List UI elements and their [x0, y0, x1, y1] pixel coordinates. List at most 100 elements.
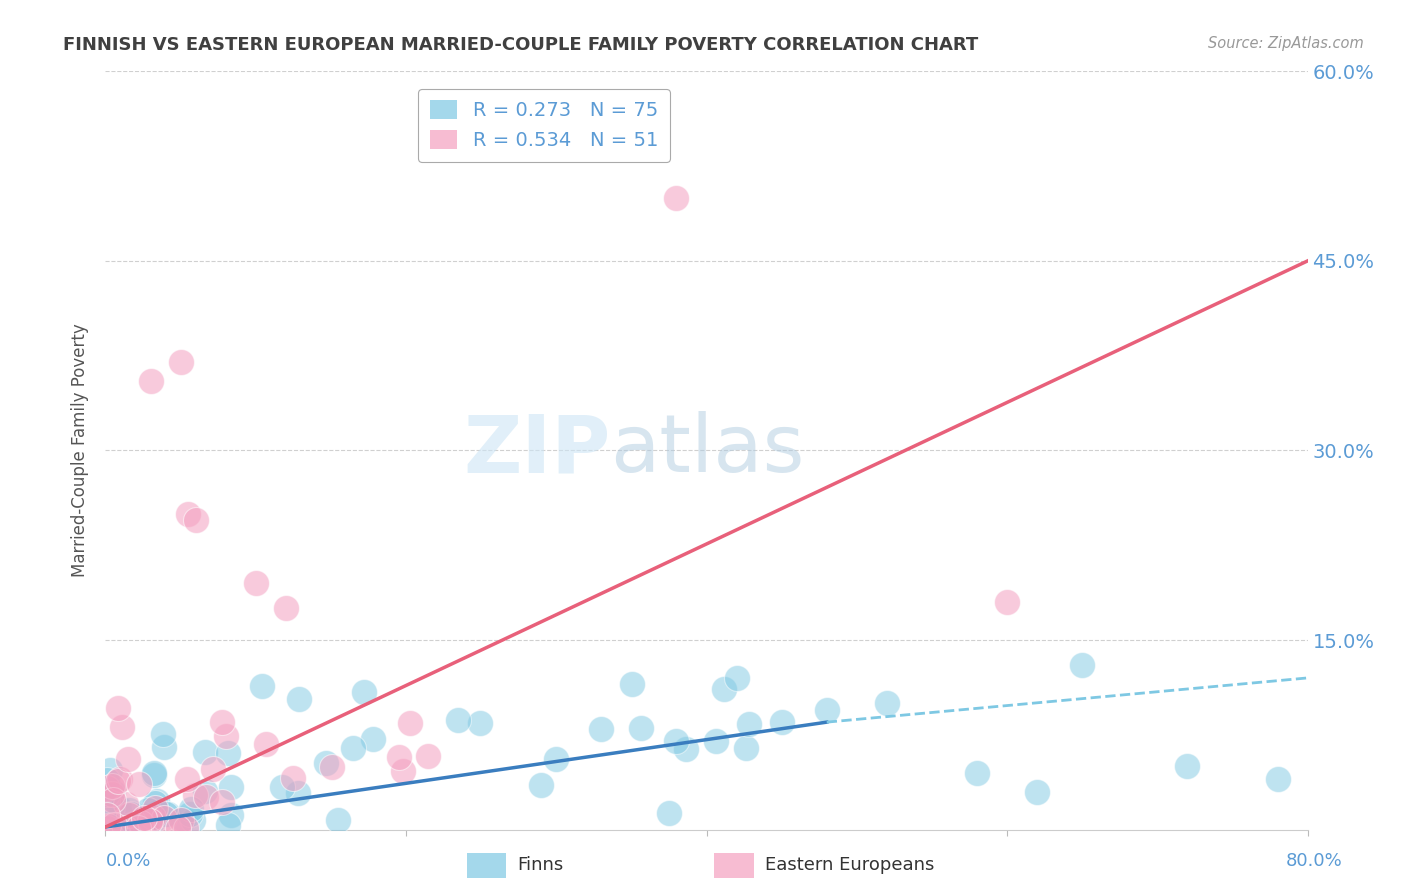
Point: [219, 780, 242, 794]
Point: [738, 717, 761, 731]
Point: [98, 763, 121, 777]
Point: [108, 772, 131, 786]
Point: [96, 808, 118, 822]
Point: [201, 762, 224, 776]
Point: [735, 741, 758, 756]
Point: [134, 818, 156, 832]
Point: [155, 807, 177, 822]
Point: [876, 696, 898, 710]
Text: FINNISH VS EASTERN EUROPEAN MARRIED-COUPLE FAMILY POVERTY CORRELATION CHART: FINNISH VS EASTERN EUROPEAN MARRIED-COUP…: [63, 36, 979, 54]
Point: [217, 818, 239, 832]
Point: [591, 722, 613, 736]
Text: Eastern Europeans: Eastern Europeans: [765, 856, 934, 874]
Point: [114, 797, 136, 812]
Point: [96, 794, 118, 808]
Point: [274, 601, 297, 615]
Point: [128, 815, 150, 830]
Point: [110, 818, 132, 832]
Point: [1177, 759, 1199, 773]
Point: [217, 746, 239, 760]
Point: [468, 716, 491, 731]
Point: [103, 820, 125, 834]
Point: [194, 784, 217, 798]
Point: [195, 790, 218, 805]
Bar: [714, 853, 754, 878]
Point: [621, 677, 644, 691]
Point: [177, 507, 200, 521]
Legend: R = 0.273   N = 75, R = 0.534   N = 51: R = 0.273 N = 75, R = 0.534 N = 51: [419, 88, 671, 161]
Point: [143, 796, 166, 810]
Point: [194, 745, 217, 759]
Point: [97, 819, 120, 833]
Point: [1071, 658, 1094, 673]
Point: [135, 819, 157, 833]
Point: [211, 715, 233, 730]
Y-axis label: Married-Couple Family Poverty: Married-Couple Family Poverty: [72, 324, 90, 577]
Point: [447, 713, 470, 727]
Point: [118, 807, 141, 822]
Point: [1267, 772, 1289, 786]
Point: [184, 513, 207, 527]
Point: [146, 805, 169, 820]
Point: [815, 702, 838, 716]
Point: [107, 773, 129, 788]
Point: [128, 776, 150, 790]
Point: [675, 741, 697, 756]
Point: [1026, 785, 1049, 799]
Point: [180, 802, 202, 816]
Text: Finns: Finns: [517, 856, 564, 874]
Point: [995, 595, 1018, 609]
Point: [254, 737, 277, 751]
Point: [271, 780, 294, 794]
Point: [107, 700, 129, 714]
Point: [418, 748, 440, 763]
Point: [321, 760, 343, 774]
Text: Source: ZipAtlas.com: Source: ZipAtlas.com: [1208, 36, 1364, 51]
Text: 80.0%: 80.0%: [1286, 852, 1343, 870]
Point: [152, 727, 174, 741]
Point: [179, 807, 201, 822]
Point: [342, 741, 364, 756]
Point: [399, 716, 422, 731]
Text: 0.0%: 0.0%: [105, 852, 150, 870]
Point: [142, 814, 165, 828]
Point: [146, 794, 169, 808]
Point: [176, 772, 198, 786]
Point: [117, 751, 139, 765]
Point: [139, 812, 162, 826]
Point: [111, 720, 134, 734]
Point: [129, 815, 152, 830]
Point: [353, 685, 375, 699]
Point: [704, 733, 727, 747]
Point: [127, 822, 149, 836]
Point: [250, 680, 273, 694]
Point: [143, 766, 166, 780]
Point: [283, 771, 305, 785]
Point: [172, 812, 194, 826]
Point: [156, 807, 179, 822]
Point: [96, 780, 118, 795]
Point: [219, 808, 242, 822]
Point: [101, 799, 124, 814]
Point: [153, 740, 176, 755]
Text: ZIP: ZIP: [463, 411, 610, 490]
Point: [114, 822, 136, 836]
Point: [361, 731, 384, 746]
Point: [315, 756, 337, 770]
Point: [101, 787, 124, 801]
Point: [770, 715, 793, 730]
Point: [544, 752, 567, 766]
Point: [101, 792, 124, 806]
Point: [118, 804, 141, 818]
Point: [725, 671, 748, 685]
Point: [174, 822, 197, 836]
Point: [142, 810, 165, 824]
Point: [665, 191, 688, 205]
Point: [96, 822, 118, 836]
Text: atlas: atlas: [610, 411, 804, 490]
Point: [184, 788, 207, 802]
Point: [139, 814, 162, 828]
Point: [108, 806, 131, 821]
Point: [134, 808, 156, 822]
Point: [153, 811, 176, 825]
